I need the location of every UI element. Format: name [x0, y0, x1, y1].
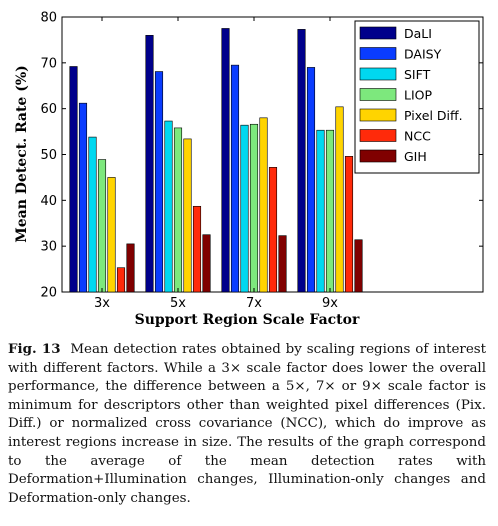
bar-liop-5x: [173, 127, 183, 293]
legend-label: NCC: [404, 129, 431, 144]
bar-daisy-7x: [230, 64, 240, 293]
x-axis-ticks: 3x 5x 7x 9x: [94, 17, 338, 311]
x-tick-label: 9x: [322, 296, 338, 311]
y-tick-label: 20: [40, 286, 57, 301]
x-tick-label: 7x: [246, 296, 262, 311]
y-tick-label: 60: [40, 102, 57, 117]
x-axis-label: Support Region Scale Factor: [135, 312, 360, 328]
bars-group: [69, 28, 363, 293]
legend-swatch: [359, 149, 397, 163]
y-tick-label: 70: [40, 56, 57, 71]
bar-ncc-3x: [116, 267, 126, 293]
bar-pixel-diff--5x: [183, 138, 192, 293]
figure-caption: Fig. 13 Mean detection rates obtained by…: [8, 340, 486, 508]
bar-pixel-diff--9x: [335, 106, 344, 293]
caption-label: Fig. 13: [8, 341, 61, 357]
y-axis-label: Mean Detect. Rate (%): [14, 65, 30, 243]
bar-gih-9x: [354, 239, 363, 293]
legend-label: SIFT: [404, 67, 431, 82]
bar-ncc-9x: [344, 156, 354, 293]
bar-dali-3x: [69, 66, 78, 293]
legend-label: DAISY: [404, 47, 442, 62]
bar-gih-3x: [126, 243, 135, 293]
bar-ncc-7x: [268, 167, 278, 293]
legend-label: GIH: [404, 149, 427, 164]
legend-swatch: [359, 26, 397, 40]
bar-liop-9x: [325, 129, 335, 293]
bar-sift-7x: [240, 124, 249, 293]
legend-swatch: [359, 47, 397, 60]
bar-daisy-3x: [78, 102, 88, 293]
bar-sift-3x: [88, 136, 97, 293]
bar-chart: 20 30 40 50 60 70 80 3x 5x 7x 9x Support Region S…: [14, 11, 484, 328]
y-axis-ticks: 20 30 40 50 60 70 80: [40, 11, 483, 301]
bar-daisy-9x: [306, 67, 316, 293]
x-tick-label: 3x: [94, 296, 110, 311]
legend: DaLI DAISY SIFT LIOP Pixel Diff. NCC GIH: [354, 20, 480, 174]
bar-liop-3x: [97, 159, 107, 293]
bar-daisy-5x: [154, 71, 164, 293]
bar-dali-5x: [145, 35, 154, 293]
bar-ncc-5x: [192, 205, 202, 293]
bar-sift-5x: [164, 120, 173, 293]
caption-text: Mean detection rates obtained by scaling…: [8, 342, 486, 506]
bar-liop-7x: [249, 123, 259, 293]
legend-swatch: [359, 129, 397, 142]
legend-swatch: [359, 88, 397, 101]
y-tick-label: 50: [40, 148, 57, 163]
legend-label: DaLI: [404, 26, 432, 41]
x-tick-label: 5x: [170, 296, 186, 311]
y-tick-label: 30: [40, 240, 57, 255]
y-tick-label: 80: [40, 11, 57, 26]
bar-pixel-diff--3x: [107, 177, 116, 293]
bar-gih-5x: [202, 234, 211, 293]
legend-swatch: [359, 108, 397, 122]
legend-swatch: [359, 67, 397, 81]
legend-label: Pixel Diff.: [404, 108, 463, 123]
bar-gih-7x: [278, 235, 287, 293]
bar-pixel-diff--7x: [259, 117, 268, 293]
bar-sift-9x: [316, 129, 325, 293]
legend-label: LIOP: [404, 88, 432, 103]
y-tick-label: 40: [40, 194, 57, 209]
bar-dali-9x: [297, 29, 306, 293]
bar-dali-7x: [221, 28, 230, 293]
